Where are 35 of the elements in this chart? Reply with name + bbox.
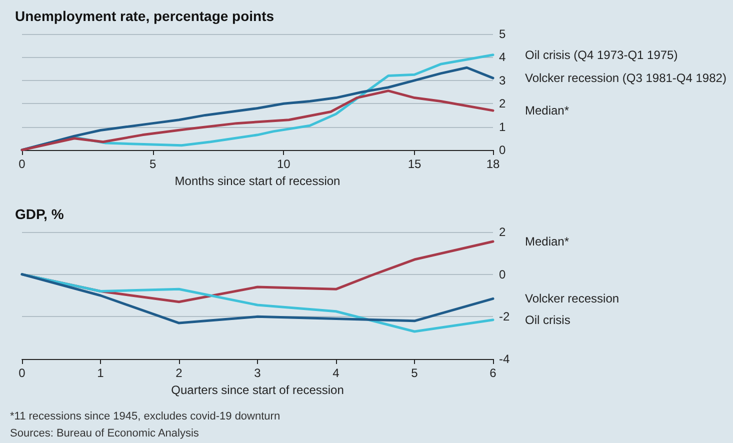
x-tick-label: 3	[254, 366, 262, 380]
y-tick-label: 2	[499, 96, 506, 111]
text: Oil crisis (Q4 1973-Q1 1975)	[525, 48, 678, 62]
x-tick-label: 10	[276, 157, 291, 171]
line-series	[20, 90, 494, 152]
y-tick-label: -4	[499, 352, 510, 366]
source-note: Sources: Bureau of Economic Analysis	[10, 428, 200, 440]
x-tick-label: 5	[149, 157, 156, 171]
y-tick-label: -2	[499, 310, 510, 324]
y-tick-label: 1	[499, 120, 506, 134]
text: Volcker recession (Q3 1981-Q4 1982)	[525, 71, 726, 86]
x-tick-label: 4	[332, 366, 340, 380]
x-axis-title: Quarters since start of recession	[171, 382, 344, 397]
y-tick-label: 4	[499, 50, 506, 64]
x-axis-title: Months since start of recession	[174, 174, 340, 188]
y-tick-label: 0	[499, 267, 506, 282]
y-tick-label: 0	[499, 143, 506, 157]
x-tick-label: 6	[490, 366, 497, 380]
text: *11 recessions since 1945, excludes covid-19 downturn	[10, 410, 280, 422]
text: Oil crisis	[525, 312, 570, 327]
y-tick-label: 3	[499, 73, 506, 88]
x-tick-label: 1	[97, 366, 104, 380]
text: Volcker recession	[525, 292, 620, 306]
x-tick-label: 2	[176, 366, 183, 380]
x-tick-label: 5	[411, 366, 418, 380]
text: Median*	[525, 234, 570, 249]
x-tick-label: 0	[18, 366, 26, 380]
x-tick-label: 15	[408, 157, 422, 171]
chart-title: GDP, %	[15, 206, 64, 222]
x-tick-label: 18	[486, 157, 500, 171]
y-tick-label: 2	[499, 225, 506, 239]
x-tick-label: 0	[18, 157, 26, 171]
chart-title: Unemployment rate, percentage points	[15, 8, 274, 24]
text: Median*	[525, 104, 570, 118]
y-tick-label: 5	[499, 27, 506, 41]
